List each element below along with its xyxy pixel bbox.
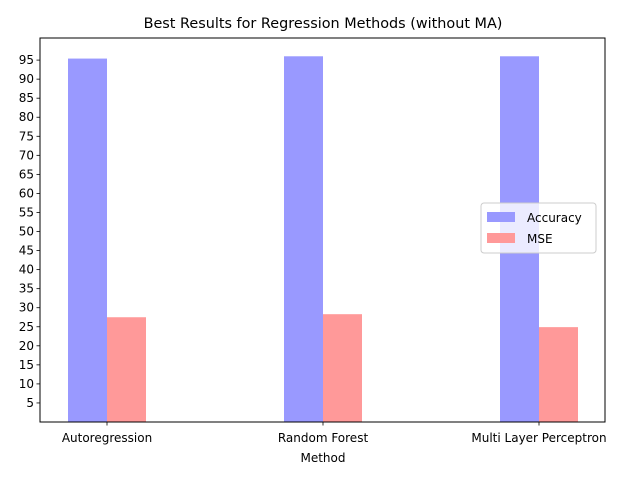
- legend-label-mse: MSE: [527, 232, 553, 246]
- y-tick-label: 80: [19, 110, 34, 124]
- x-axis: Autoregression Random Forest Multi Layer P…: [62, 422, 607, 445]
- y-tick-label: 70: [19, 148, 34, 162]
- bar-accuracy-random-forest: [284, 56, 323, 423]
- y-tick-label: 85: [19, 91, 34, 105]
- y-tick-label: 75: [19, 129, 34, 143]
- y-tick-label: 65: [19, 167, 34, 181]
- y-tick-label: 55: [19, 205, 34, 219]
- y-tick-label: 35: [19, 282, 34, 296]
- y-tick-label: 90: [19, 72, 34, 86]
- legend: Accuracy MSE: [480, 202, 597, 254]
- y-tick-label: 40: [19, 263, 34, 277]
- bar-mse-multi-layer-perceptron: [539, 327, 578, 422]
- bar-accuracy-autoregression: [68, 58, 107, 422]
- x-tick-label: Autoregression: [62, 431, 152, 445]
- x-tick-label: Random Forest: [278, 431, 369, 445]
- y-tick-label: 25: [19, 320, 34, 334]
- y-tick-label: 95: [19, 53, 34, 67]
- x-axis-label: Method: [300, 451, 345, 465]
- y-tick-label: 45: [19, 244, 34, 258]
- x-tick-label: Multi Layer Perceptron: [471, 431, 606, 445]
- y-tick-label: 10: [19, 377, 34, 391]
- bar-mse-autoregression: [107, 317, 146, 422]
- plot-area-frame: [39, 37, 606, 423]
- y-axis: 5 10 15 20 25 30 35 40 45 50 55 60 65 70 75 80 85 90 95: [19, 53, 40, 410]
- bar-mse-random-forest: [323, 314, 362, 422]
- y-tick-label: 60: [19, 186, 34, 200]
- legend-swatch-mse: [487, 233, 515, 243]
- y-tick-label: 5: [26, 396, 34, 410]
- legend-label-accuracy: Accuracy: [527, 211, 582, 225]
- legend-swatch-accuracy: [487, 212, 515, 222]
- chart-title: Best Results for Regression Methods (wit…: [144, 16, 503, 32]
- y-tick-label: 15: [19, 358, 34, 372]
- y-tick-label: 30: [19, 301, 34, 315]
- y-tick-label: 20: [19, 339, 34, 353]
- y-tick-label: 50: [19, 225, 34, 239]
